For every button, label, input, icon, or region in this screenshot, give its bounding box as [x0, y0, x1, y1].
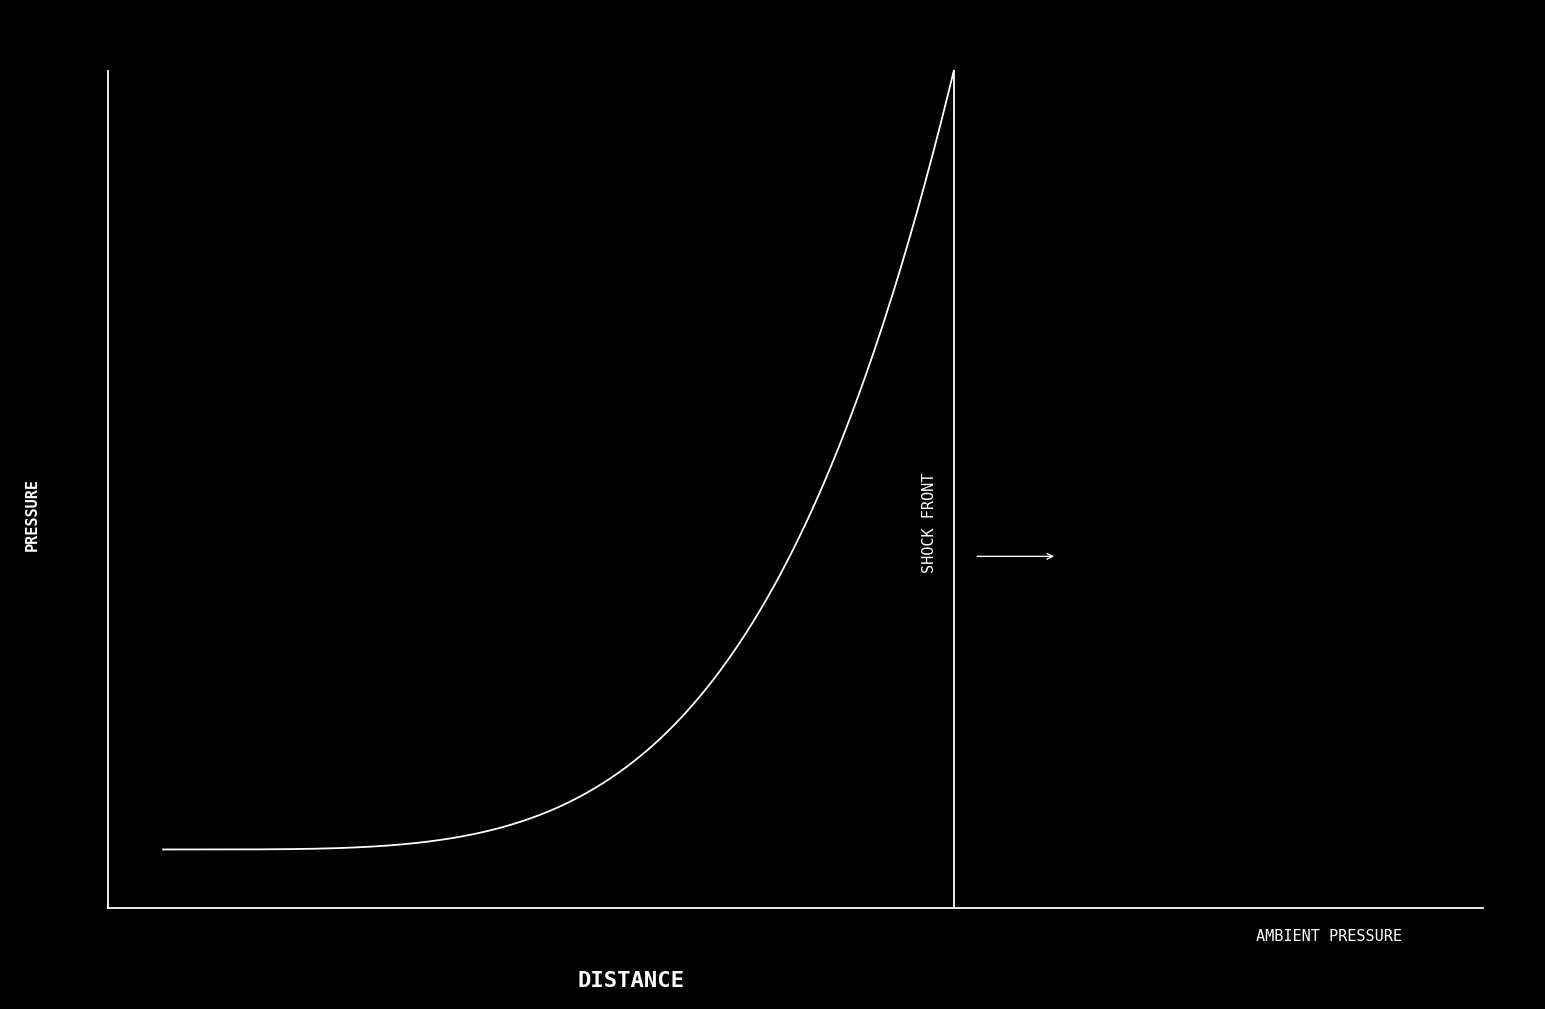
Text: PRESSURE: PRESSURE: [25, 478, 40, 551]
Text: DISTANCE: DISTANCE: [578, 971, 684, 991]
Text: AMBIENT PRESSURE: AMBIENT PRESSURE: [1256, 929, 1401, 944]
Text: SHOCK FRONT: SHOCK FRONT: [922, 472, 938, 573]
